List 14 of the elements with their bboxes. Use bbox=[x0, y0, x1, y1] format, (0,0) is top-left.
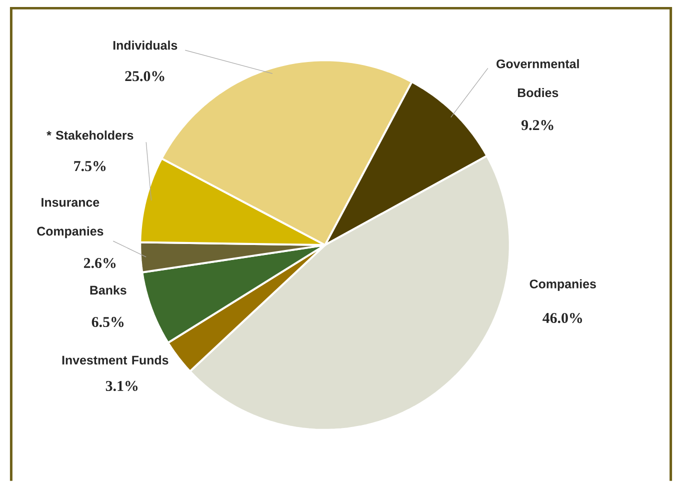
slice-label: Individuals bbox=[113, 40, 178, 50]
data-label: 46.0% bbox=[542, 312, 582, 324]
category-label: Governmental Bodies bbox=[496, 59, 579, 98]
slice-label: * Stakeholders bbox=[46, 130, 134, 140]
data-label: 6.5% bbox=[92, 316, 124, 328]
data-label: 9.2% bbox=[521, 120, 554, 130]
slice-label: Companies bbox=[530, 279, 596, 291]
data-label: 25.0% bbox=[125, 71, 164, 82]
data-label: 2.6% bbox=[84, 258, 116, 268]
slice-label: Banks bbox=[90, 285, 126, 295]
data-label: 3.1% bbox=[106, 380, 138, 391]
slice-label: Investment Funds bbox=[62, 355, 168, 364]
data-label: 7.5% bbox=[74, 160, 106, 172]
category-label: Insurance Companies bbox=[37, 198, 104, 238]
